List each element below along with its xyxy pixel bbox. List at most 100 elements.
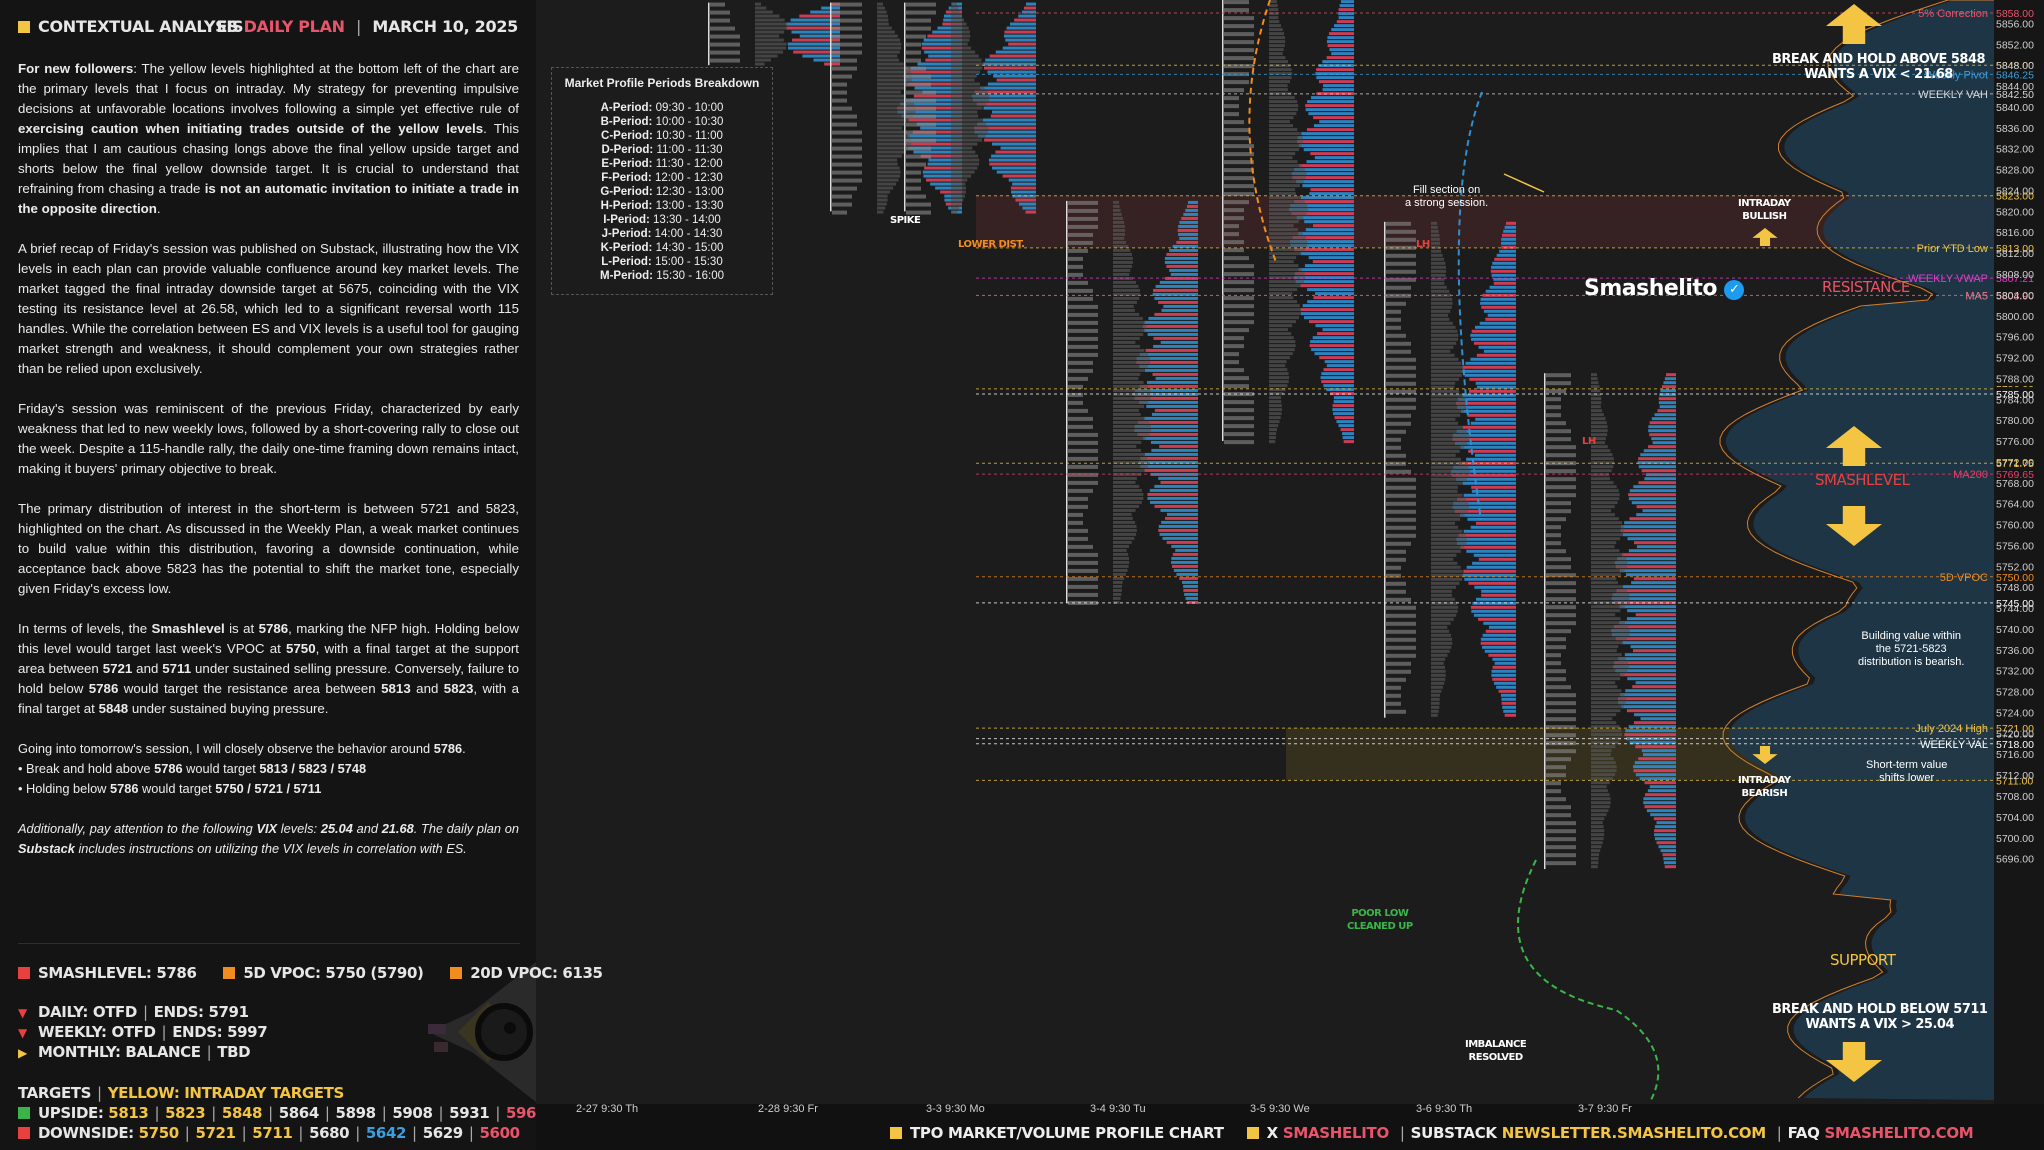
volume-bar xyxy=(1627,609,1676,613)
footer-substack-link[interactable]: NEWSLETTER.SMASHELITO.COM xyxy=(1501,1124,1766,1142)
volume-bar xyxy=(1314,156,1354,160)
volume-bar xyxy=(790,18,840,22)
value-area-bar xyxy=(1431,593,1452,597)
tpo-letter-row xyxy=(906,210,931,215)
tpo-letter-row xyxy=(1224,8,1249,13)
value-area-bar xyxy=(1591,821,1603,825)
volume-bar xyxy=(1501,237,1516,241)
volume-bar xyxy=(1479,321,1516,325)
volume-bar xyxy=(1299,164,1354,168)
value-area-bar xyxy=(1113,260,1133,264)
value-area-bar xyxy=(951,10,960,14)
volume-bar xyxy=(1316,92,1354,96)
value-area-bar xyxy=(1431,377,1460,381)
volume-bar xyxy=(1173,568,1198,572)
level-price-box xyxy=(1994,721,2044,735)
value-area-bar xyxy=(1113,412,1141,416)
tpo-letter-row xyxy=(906,146,931,151)
volume-bar xyxy=(996,170,1036,174)
volume-bar xyxy=(1329,48,1354,52)
level-price-label: 5813.00 xyxy=(1996,243,2034,255)
value-area-bar xyxy=(1113,336,1140,340)
value-area-bar xyxy=(1591,661,1629,665)
tpo-letter-row xyxy=(1068,520,1083,525)
tpo-letter-row xyxy=(1224,16,1254,21)
volume-bar xyxy=(1621,553,1676,557)
volume-bar xyxy=(1653,817,1676,821)
value-area-bar xyxy=(1591,509,1612,513)
price-tick-label: 5812.00 xyxy=(1996,248,2034,260)
price-tick-label: 5816.00 xyxy=(1996,227,2034,239)
tpo-letter-row xyxy=(1068,240,1093,245)
tpo-letter-row xyxy=(1224,376,1249,381)
tpo-letter-row xyxy=(1386,581,1406,586)
volume-bar xyxy=(1457,497,1516,501)
tpo-letter-row xyxy=(1386,613,1416,618)
tpo-letter-row xyxy=(1068,200,1098,205)
volume-bar xyxy=(1620,693,1676,697)
tpo-letter-row xyxy=(1068,328,1098,333)
value-area-bar xyxy=(1591,789,1608,793)
up-arrow-icon xyxy=(1826,4,1882,44)
value-area-bar xyxy=(951,34,971,38)
tpo-letter-row xyxy=(710,18,730,23)
tpo-letter-row xyxy=(906,114,936,119)
value-area-bar xyxy=(951,18,965,22)
volume-bar xyxy=(1331,28,1354,32)
chart-footer: TPO MARKET/VOLUME PROFILE CHART X SMASHE… xyxy=(890,1124,1974,1142)
volume-bar xyxy=(1176,572,1198,576)
tpo-letter-row xyxy=(1386,653,1416,658)
footer-x-link[interactable]: SMASHELITO xyxy=(1282,1124,1389,1142)
intraday-bearish-label: INTRADAY BEARISH xyxy=(1738,775,1791,799)
value-area-bar xyxy=(1591,765,1617,769)
volume-bar xyxy=(1309,192,1354,196)
volume-bar xyxy=(1140,464,1198,468)
value-area-bar xyxy=(1269,228,1298,232)
scenario-list: • Break and hold above 5786 would target… xyxy=(18,759,519,799)
volume-bar xyxy=(1611,633,1676,637)
volume-bar xyxy=(1613,665,1676,669)
volume-bar xyxy=(1023,6,1036,10)
value-area-bar xyxy=(1269,276,1306,280)
value-area-bar xyxy=(1431,369,1464,373)
volume-bar xyxy=(1140,456,1198,460)
value-area-bar xyxy=(1591,381,1599,385)
tpo-letter-row xyxy=(1546,757,1571,762)
footer-faq-link[interactable]: SMASHELITO.COM xyxy=(1824,1124,1974,1142)
smashelito-logo: Smashelito ✓ xyxy=(1584,276,1745,301)
tpo-letter-row xyxy=(710,58,740,63)
volume-bar xyxy=(1154,408,1198,412)
value-area-bar xyxy=(951,130,988,134)
tpo-letter-row xyxy=(1386,549,1406,554)
value-area-bar xyxy=(1269,236,1306,240)
volume-bar xyxy=(1296,216,1354,220)
level-price-box xyxy=(1994,736,2044,750)
tpo-letter-row xyxy=(1068,504,1088,509)
volume-bar xyxy=(1468,449,1516,453)
volume-bar xyxy=(1008,42,1036,46)
volume-bar xyxy=(897,110,962,114)
targets-row: TARGETS | YELLOW: INTRADAY TARGETS xyxy=(18,1084,344,1102)
value-area-bar xyxy=(1269,408,1282,412)
tpo-letter-row xyxy=(1546,549,1566,554)
tpo-letter-row xyxy=(1386,253,1416,258)
value-area-bar xyxy=(1431,265,1446,269)
volume-bar xyxy=(1139,400,1198,404)
value-area-bar xyxy=(877,106,916,110)
volume-bar xyxy=(1466,549,1516,553)
volume-bar xyxy=(1480,297,1516,301)
value-area-bar xyxy=(1591,561,1628,565)
value-area-bar xyxy=(1431,281,1445,285)
level-price-box xyxy=(1994,595,2044,609)
value-area-bar xyxy=(1591,701,1626,705)
value-area-bar xyxy=(1431,381,1456,385)
value-area-bar xyxy=(1431,681,1445,685)
tpo-letter-row xyxy=(1546,421,1566,426)
value-area-bar xyxy=(951,122,987,126)
value-area-bar xyxy=(877,90,901,94)
volume-bar xyxy=(1638,457,1676,461)
value-area-bar xyxy=(1591,745,1616,749)
tpo-letter-row xyxy=(832,82,847,87)
volume-bar xyxy=(1318,80,1354,84)
value-area-bar xyxy=(1591,653,1622,657)
